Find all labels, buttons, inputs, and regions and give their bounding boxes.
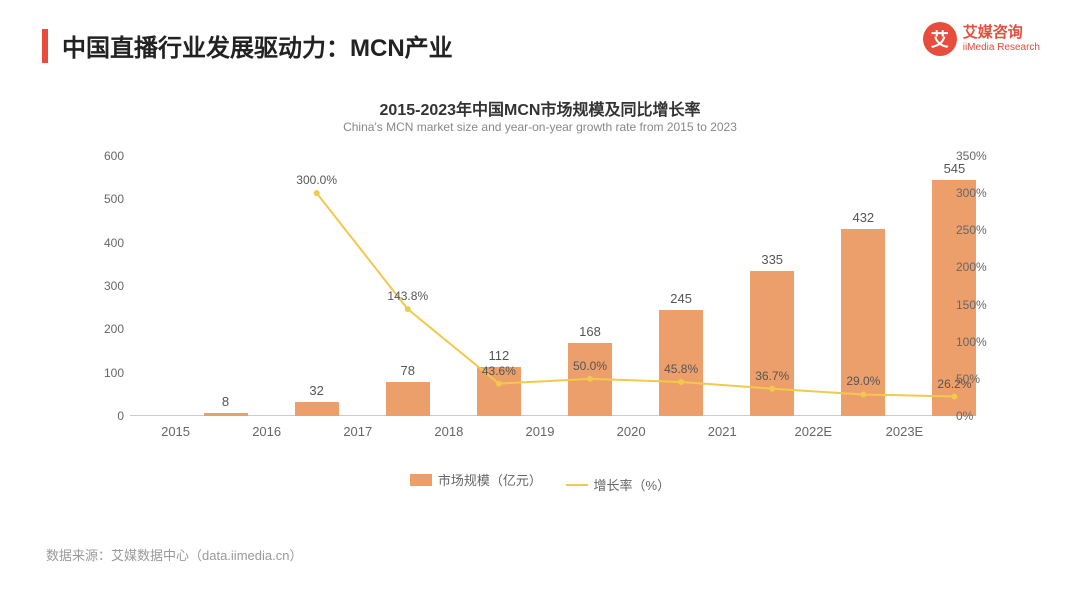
legend-bar: 市场规模（亿元） [410, 470, 542, 489]
growth-value-label: 29.0% [846, 374, 880, 388]
y-axis-left: 0100200300400500600 [80, 156, 130, 416]
legend-line-label: 增长率（%） [594, 475, 671, 494]
x-tick-label: 2022E [768, 424, 859, 439]
y-right-tick: 350% [956, 149, 1006, 163]
chart-area: 0100200300400500600 83278112168245335432… [80, 156, 1000, 456]
brand-logo-text: 艾媒咨询 iiMedia Research [963, 25, 1040, 53]
y-right-tick: 0% [956, 409, 1006, 423]
accent-bar [42, 29, 48, 63]
legend-line: 增长率（%） [566, 475, 671, 494]
x-tick-label: 2021 [677, 424, 768, 439]
growth-value-label: 45.8% [664, 362, 698, 376]
y-right-tick: 250% [956, 223, 1006, 237]
x-tick-label: 2020 [586, 424, 677, 439]
brand-name-en: iiMedia Research [963, 42, 1040, 53]
page-header: 中国直播行业发展驱动力：MCN产业 [42, 28, 453, 63]
y-left-tick: 300 [74, 279, 124, 293]
chart-legend: 市场规模（亿元） 增长率（%） [0, 470, 1080, 494]
chart-title-en: China's MCN market size and year-on-year… [0, 120, 1080, 134]
y-left-tick: 0 [74, 409, 124, 423]
y-right-tick: 300% [956, 186, 1006, 200]
x-tick-label: 2016 [221, 424, 312, 439]
x-tick-label: 2017 [312, 424, 403, 439]
growth-value-label: 36.7% [755, 369, 789, 383]
y-left-tick: 600 [74, 149, 124, 163]
y-right-tick: 100% [956, 335, 1006, 349]
data-source: 数据来源：艾媒数据中心（data.iimedia.cn） [46, 545, 302, 564]
y-left-tick: 500 [74, 192, 124, 206]
brand-logo: 艾 艾媒咨询 iiMedia Research [923, 22, 1040, 56]
legend-bar-swatch [410, 474, 432, 486]
y-axis-right: 0%50%100%150%200%250%300%350% [950, 156, 1000, 416]
y-left-tick: 200 [74, 322, 124, 336]
brand-name-cn: 艾媒咨询 [963, 25, 1040, 42]
y-right-tick: 150% [956, 298, 1006, 312]
growth-value-label: 143.8% [387, 289, 428, 303]
y-left-tick: 400 [74, 236, 124, 250]
y-left-tick: 100 [74, 366, 124, 380]
x-tick-label: 2019 [494, 424, 585, 439]
plot-area: 83278112168245335432545 300.0%143.8%43.6… [130, 156, 950, 416]
x-tick-label: 2018 [403, 424, 494, 439]
chart-title-cn: 2015-2023年中国MCN市场规模及同比增长率 [0, 96, 1080, 120]
brand-logo-icon: 艾 [923, 22, 957, 56]
y-right-tick: 200% [956, 260, 1006, 274]
growth-value-label: 43.6% [482, 364, 516, 378]
legend-bar-label: 市场规模（亿元） [438, 470, 542, 489]
growth-value-label: 50.0% [573, 359, 607, 373]
page-title: 中国直播行业发展驱动力：MCN产业 [62, 28, 453, 63]
y-right-tick: 50% [956, 372, 1006, 386]
growth-labels-layer: 300.0%143.8%43.6%50.0%45.8%36.7%29.0%26.… [180, 156, 1000, 416]
x-tick-label: 2023E [859, 424, 950, 439]
x-tick-label: 2015 [130, 424, 221, 439]
growth-value-label: 300.0% [296, 173, 337, 187]
legend-line-swatch [566, 484, 588, 486]
